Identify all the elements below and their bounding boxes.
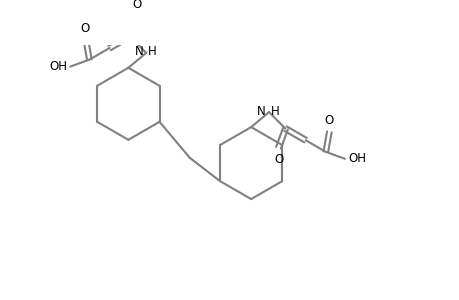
Text: N: N: [134, 46, 143, 59]
Text: OH: OH: [49, 60, 67, 73]
Text: H: H: [270, 105, 279, 118]
Text: O: O: [273, 153, 283, 166]
Text: H: H: [148, 46, 157, 59]
Text: O: O: [80, 22, 90, 34]
Text: N: N: [257, 105, 265, 118]
Text: O: O: [324, 114, 333, 127]
Text: O: O: [132, 0, 141, 11]
Text: OH: OH: [347, 152, 365, 165]
